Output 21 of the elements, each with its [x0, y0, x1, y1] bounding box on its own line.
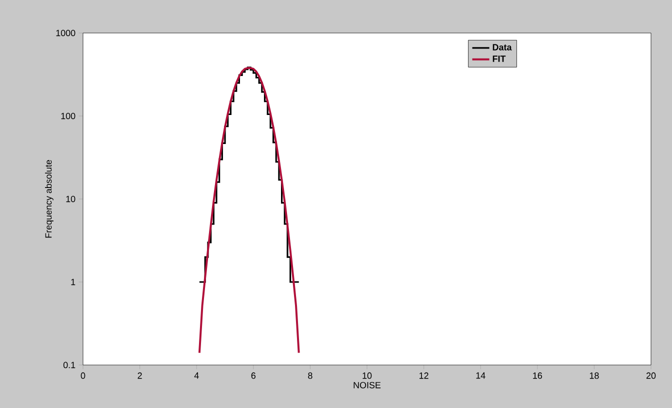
y-tick-label: 0.1	[63, 362, 76, 368]
x-tick-label: 6	[251, 372, 256, 379]
legend-label: Data	[492, 44, 512, 50]
x-tick-label: 8	[308, 372, 312, 379]
x-tick-label: 18	[590, 372, 599, 379]
y-tick-label: 1000	[56, 30, 76, 36]
x-tick-label: 10	[362, 372, 372, 379]
x-tick-label: 20	[646, 372, 656, 379]
x-tick-label: 4	[194, 372, 199, 379]
x-axis-title: NOISE	[354, 382, 381, 388]
y-tick-label: 100	[61, 112, 76, 120]
x-tick-label: 12	[420, 372, 428, 379]
x-tick-label: 16	[533, 372, 542, 379]
x-tick-label: 14	[476, 372, 486, 379]
x-tick-label: 2	[138, 372, 142, 379]
line-series	[198, 66, 300, 354]
legend-label: FIT	[492, 56, 506, 62]
y-tick-label: 10	[66, 196, 76, 202]
y-tick-label: 1	[71, 278, 76, 286]
y-axis-title: Frequency absolute	[45, 160, 54, 238]
x-tick-label: 0	[80, 372, 86, 379]
